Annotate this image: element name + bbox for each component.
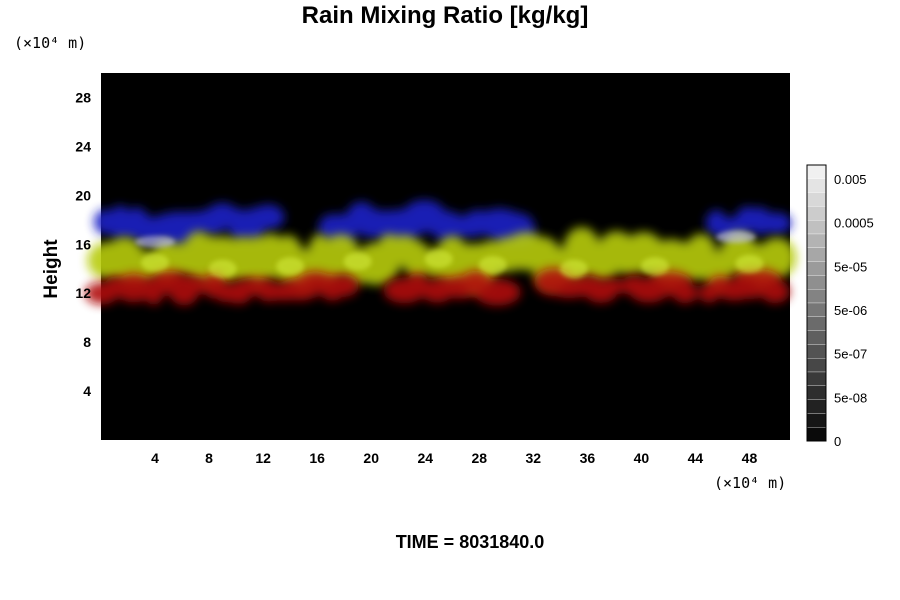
colorbar-cell [806, 344, 827, 359]
rain-blob-highlight [735, 254, 764, 273]
rain-blob-highlight [276, 257, 305, 276]
x-unit-label: (×10⁴ m) [714, 474, 786, 492]
colorbar: 0.005 0.0005 5e-05 5e-06 5e-07 5e-08 0 [806, 164, 874, 449]
x-tick-label: 24 [417, 450, 433, 466]
x-tick-label: 36 [580, 450, 596, 466]
colorbar-cell [806, 427, 827, 442]
colorbar-cell [806, 413, 827, 428]
colorbar-cell [806, 275, 827, 290]
rain-blob-highlight [640, 257, 669, 276]
rain-blob-highlight [141, 253, 170, 272]
y-tick-label: 12 [75, 285, 91, 301]
colorbar-cell [806, 399, 827, 414]
rain-blob [326, 274, 359, 298]
colorbar-frame [806, 164, 827, 442]
colorbar-cell [806, 371, 827, 386]
rain-blob [176, 275, 207, 296]
y-tick-label: 20 [75, 187, 91, 203]
rain-blob [114, 273, 154, 303]
layer-middle [87, 227, 797, 292]
rain-layers [85, 199, 797, 306]
colorbar-label: 5e-08 [834, 390, 867, 405]
chart-title: Rain Mixing Ratio [kg/kg] [301, 2, 589, 29]
x-tick-label: 16 [309, 450, 325, 466]
colorbar-cell [806, 164, 827, 179]
colorbar-label: 5e-07 [834, 347, 867, 362]
rain-blob [672, 282, 698, 304]
y-tick-label: 8 [83, 334, 91, 350]
colorbar-cell [806, 385, 827, 400]
rain-blob [251, 204, 285, 230]
x-tick-label: 12 [255, 450, 271, 466]
rain-blob [473, 278, 521, 306]
rain-blob [597, 278, 625, 296]
rain-blob-highlight [424, 249, 453, 268]
colorbar-label: 0.005 [834, 172, 867, 187]
colorbar-cell [806, 261, 827, 276]
colorbar-cell [806, 247, 827, 262]
x-tick-label: 4 [151, 450, 159, 466]
colorbar-label: 5e-06 [834, 303, 867, 318]
colorbar-label: 5e-05 [834, 259, 867, 274]
colorbar-cell [806, 220, 827, 235]
rain-blob [757, 237, 797, 278]
rain-blob-highlight [135, 235, 176, 248]
layer-lower [85, 268, 790, 306]
colorbar-cell [806, 302, 827, 317]
y-tick-label: 4 [83, 383, 91, 399]
rain-blob-highlight [208, 259, 237, 278]
layer-highlights [141, 249, 764, 278]
x-tick-label: 44 [688, 450, 704, 466]
x-tick-label: 28 [471, 450, 487, 466]
time-label: TIME = 8031840.0 [395, 532, 545, 552]
colorbar-cell [806, 289, 827, 304]
rain-blob-highlight [478, 256, 507, 275]
rain-blob [403, 240, 431, 280]
colorbar-cell [806, 206, 827, 221]
rain-blob-highlight [343, 252, 372, 271]
rain-blob-highlight [715, 230, 756, 243]
x-tick-label: 8 [205, 450, 213, 466]
colorbar-cell [806, 330, 827, 345]
rain-blob [760, 212, 792, 234]
colorbar-label: 0.0005 [834, 216, 874, 231]
y-tick-label: 16 [75, 236, 91, 252]
x-tick-label: 40 [634, 450, 650, 466]
colorbar-cell [806, 178, 827, 193]
x-tick-label: 32 [526, 450, 542, 466]
colorbar-cell [806, 233, 827, 248]
y-tick-label: 28 [75, 89, 91, 105]
rain-blob [760, 279, 790, 304]
y-unit-label: (×10⁴ m) [14, 34, 86, 52]
colorbar-cell [806, 192, 827, 207]
layer-upper-highlights [135, 230, 756, 248]
x-tick-label: 20 [363, 450, 379, 466]
colorbar-cell [806, 316, 827, 331]
rain-blob-highlight [559, 259, 588, 278]
x-tick-label: 48 [742, 450, 758, 466]
colorbar-label: 0 [834, 434, 841, 449]
y-tick-label: 24 [75, 138, 91, 154]
colorbar-cell [806, 358, 827, 373]
